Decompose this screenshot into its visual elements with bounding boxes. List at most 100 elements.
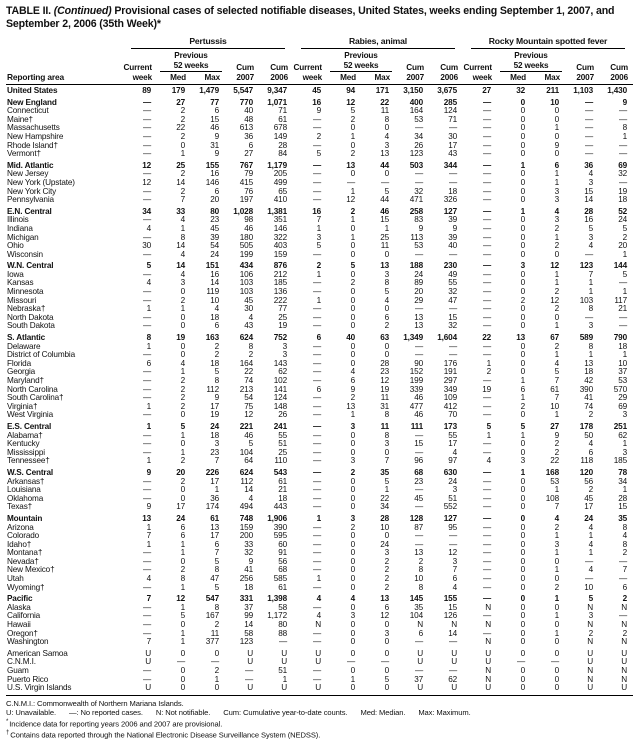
value-cell: 8 (384, 279, 390, 288)
value-cell: 1 (554, 594, 560, 604)
value-cell: 0 (520, 575, 526, 584)
value-cell: 1 (214, 675, 220, 684)
value-cell: 113 (410, 233, 423, 242)
value-cell: 103 (579, 296, 593, 305)
value-cell: 0 (350, 575, 356, 584)
value-cell: — (482, 305, 491, 314)
value-cell: — (618, 279, 627, 288)
value-cell: 1 (520, 467, 526, 477)
value-cell: 19 (482, 385, 491, 394)
value-cell: 18 (584, 368, 593, 377)
value-cell: 10 (414, 575, 423, 584)
value-cell: 471 (409, 196, 423, 205)
value-cell: — (482, 394, 491, 403)
reporting-area-cell: Texas† (7, 503, 33, 512)
value-cell: N (485, 603, 491, 612)
value-cell: 4 (248, 313, 254, 322)
value-cell: 0 (350, 242, 356, 251)
value-cell: — (312, 557, 321, 566)
reporting-area-cell: New Mexico† (7, 566, 55, 575)
value-cell: 0 (180, 342, 186, 351)
reporting-area-cell: South Carolina† (7, 394, 64, 403)
value-cell: 13 (380, 150, 389, 159)
group-header-rmsf: Rocky Mountain spotted fever (463, 36, 633, 50)
value-cell: 0 (384, 342, 390, 351)
value-cell: 4 (384, 132, 390, 141)
group-header-row: Reporting area Pertussis Rabies, animal … (6, 36, 633, 86)
value-cell: — (176, 658, 185, 667)
value-cell: 1 (486, 431, 492, 440)
value-cell: 2 (180, 394, 186, 403)
reporting-area-cell: Maine† (7, 115, 33, 124)
value-cell: — (482, 279, 491, 288)
value-cell: 19 (210, 411, 219, 420)
reporting-area-cell: Ohio (7, 242, 24, 251)
value-cell: 1 (146, 523, 152, 532)
table-row: Maryland† — 2 8 74 102 — 6 12 199 297 — 1 7 42 53 (6, 377, 633, 386)
value-cell: 0 (520, 97, 526, 107)
value-cell: 2 (180, 187, 186, 196)
value-cell: — (482, 288, 491, 297)
value-cell: — (142, 486, 151, 495)
value-cell: — (482, 313, 491, 322)
value-cell: — (482, 540, 491, 549)
value-cell: 4 (588, 242, 594, 251)
value-cell: 9 (316, 107, 322, 116)
value-cell: 0 (350, 486, 356, 495)
value-cell: 0 (350, 583, 356, 592)
value-cell: 0 (520, 566, 526, 575)
table-row: Mississippi — 1 23 104 25 — 0 0 — 4 — 0 2 6 3 (6, 449, 633, 458)
value-cell: 15 (618, 503, 627, 512)
value-cell: 37 (618, 368, 627, 377)
value-cell: 16 (584, 216, 593, 225)
value-cell: 40 (244, 107, 253, 116)
reporting-area-cell: North Carolina (7, 385, 58, 394)
value-cell: 258 (409, 206, 423, 216)
table-row: South Carolina† —2 9 54 124—2 11 46 109—1 7 41 29 (6, 394, 633, 403)
value-cell: N (621, 638, 627, 647)
value-cell: — (482, 377, 491, 385)
value-cell: — (482, 187, 491, 196)
value-cell: 0 (520, 368, 526, 377)
value-cell: — (414, 503, 423, 512)
value-cell: 221 (239, 421, 253, 431)
table-row: Idaho† 1 1 6 33 60 — 0 24 — — — 0 3 4 8 (6, 541, 633, 550)
value-cell: 790 (613, 333, 627, 343)
value-cell: — (414, 540, 423, 549)
reporting-area-cell: Iowa (7, 270, 24, 279)
value-cell: 21 (278, 486, 287, 495)
value-cell: 0 (520, 359, 526, 368)
value-cell: 322 (273, 233, 287, 242)
value-cell: — (312, 448, 321, 457)
value-cell: 18 (244, 583, 253, 592)
value-cell: 127 (443, 513, 457, 523)
value-cell: 767 (239, 160, 253, 170)
value-cell: — (482, 270, 491, 279)
value-cell: — (482, 477, 491, 486)
table-row: New York City —2 6 76 65—1 5 32 18—0 3 15 19 (6, 188, 633, 197)
value-cell: 434 (239, 261, 253, 271)
value-cell: — (482, 141, 491, 150)
table-row: United States 89 179 1,479 5,547 9,347 45 94 171… (6, 85, 633, 96)
value-cell: — (142, 368, 151, 377)
value-cell: 120 (579, 467, 593, 477)
value-cell: 19 (278, 322, 287, 331)
value-cell: 1 (554, 351, 560, 360)
value-cell: 6 (452, 575, 458, 584)
value-cell: 3 (588, 612, 594, 621)
value-cell: — (482, 467, 491, 477)
value-cell: 27 (550, 421, 559, 431)
value-cell: 1,071 (267, 97, 287, 107)
value-cell: 0 (554, 150, 560, 159)
value-cell: — (482, 342, 491, 351)
value-cell: — (312, 377, 321, 385)
value-cell: 2 (384, 322, 390, 331)
reporting-area-cell: California (7, 612, 41, 621)
table-row: Alaska — 1 8 37 58 — 0 6 35 15 N 0 0 N N (6, 604, 633, 613)
value-cell: 570 (613, 385, 627, 394)
value-cell: 69 (618, 160, 627, 170)
value-cell: 24 (448, 477, 457, 486)
value-cell: 0 (520, 132, 526, 141)
footnote-abbreviation: Cum: Cumulative year-to-date counts. (223, 708, 348, 718)
value-cell: 0 (520, 115, 526, 124)
